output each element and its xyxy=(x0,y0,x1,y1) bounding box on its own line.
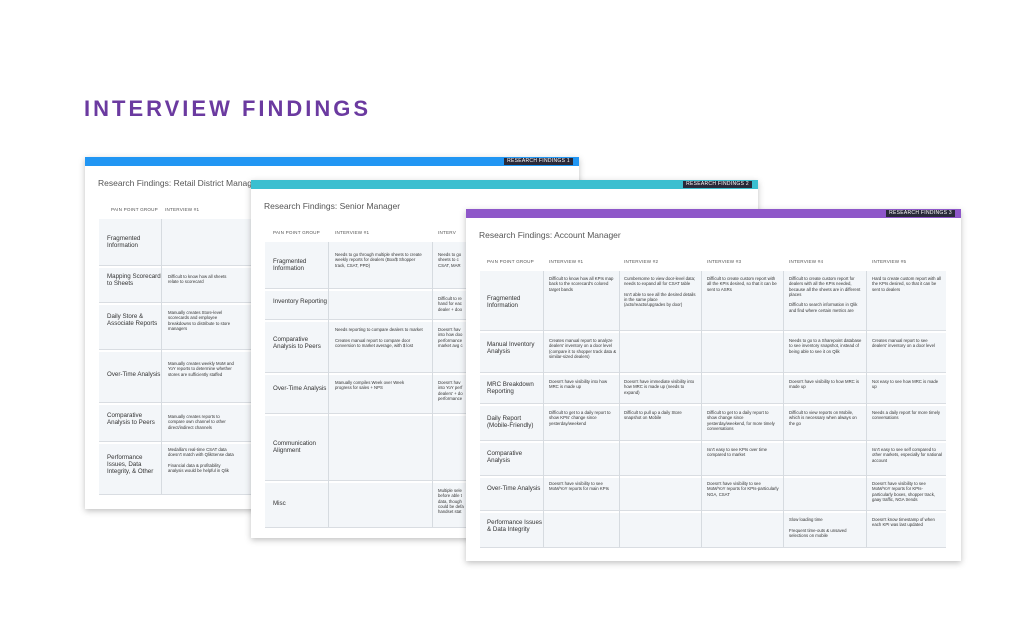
table-cell: Creates manual report to analyze dealers… xyxy=(549,338,617,359)
table-row xyxy=(480,375,946,404)
table-cell: Manually creates reports to compare own … xyxy=(168,414,226,430)
findings-table: PAIN POINT GROUP INTERVIEW #1 INTERVIEW … xyxy=(466,209,961,561)
column-header: INTERVIEW #3 xyxy=(707,259,742,264)
table-cell: Difficult to get to a daily report to sh… xyxy=(549,410,611,426)
row-label: Fragmented Information xyxy=(107,235,141,249)
table-cell: Doesn't have visibility to see MoM/YoY r… xyxy=(707,481,779,497)
column-divider xyxy=(432,242,433,527)
row-label: Inventory Reporting xyxy=(273,298,327,305)
column-header: INTERVIEW #2 xyxy=(624,259,659,264)
table-row xyxy=(480,271,946,331)
column-header: INTERV xyxy=(438,230,456,235)
table-cell: Doesn't have immediate visibility into h… xyxy=(624,379,695,395)
row-label: Over-Time Analysis xyxy=(107,371,161,378)
row-label: Communication Alignment xyxy=(273,440,316,454)
row-label: Comparative Analysis xyxy=(487,450,523,464)
table-row xyxy=(480,406,946,441)
table-cell: Manually compiles Week over Week progres… xyxy=(335,380,405,391)
table-row xyxy=(480,478,946,511)
table-cell: Difficult to know how all sheets relate … xyxy=(168,274,227,285)
table-cell: Doesn't have visibility to see MoM/YoY r… xyxy=(872,481,936,502)
table-row xyxy=(480,443,946,476)
row-label: Fragmented Information xyxy=(273,258,307,272)
column-divider xyxy=(619,271,620,547)
column-header: PAIN POINT GROUP xyxy=(487,259,534,264)
table-cell: Doesn't hav into YoY perf dealers' + do … xyxy=(438,380,463,401)
table-cell: Needs reporting to compare dealers to ma… xyxy=(335,327,423,348)
column-header: INTERVIEW #5 xyxy=(872,259,907,264)
row-label: Performance Issues, Data Integrity, & Ot… xyxy=(107,454,154,475)
research-findings-badge: RESEARCH FINDINGS 1 xyxy=(504,158,573,165)
table-cell: Slow loading time Frequent time-outs & u… xyxy=(789,517,847,538)
card-header-bar: RESEARCH FINDINGS 1 xyxy=(85,157,579,166)
table-cell: Difficult to create custom report for de… xyxy=(789,276,861,313)
table-cell: Isn't easy to see KPIs over time compare… xyxy=(707,447,768,458)
row-label: Fragmented Information xyxy=(487,295,521,309)
row-label: MRC Breakdown Reporting xyxy=(487,381,534,395)
page-title: INTERVIEW FINDINGS xyxy=(84,96,372,121)
table-cell: Difficult to pull up a daily Store snaps… xyxy=(624,410,682,421)
table-cell: Doesn't know timestamp of when each KPI … xyxy=(872,517,935,528)
card-title: Research Findings: Retail District Manag… xyxy=(98,178,260,188)
research-findings-badge: RESEARCH FINDINGS 2 xyxy=(683,181,752,188)
row-label: Mapping Scorecard to Sheets xyxy=(107,273,161,287)
column-divider xyxy=(543,271,544,547)
card-header-bar: RESEARCH FINDINGS 3 xyxy=(466,209,961,218)
table-cell: Difficult to get to a daily report to sh… xyxy=(707,410,775,431)
table-cell: Medallia's real-time CSAT data doesn't m… xyxy=(168,447,234,474)
table-cell: Needs to go to a Sharepoint database to … xyxy=(789,338,862,354)
row-label: Daily Store & Associate Reports xyxy=(107,313,158,327)
row-label: Performance Issues & Data Integrity xyxy=(487,519,543,533)
column-header: INTERVIEW #1 xyxy=(549,259,584,264)
table-cell: Difficult to view reports on Mobile, whi… xyxy=(789,410,857,426)
table-cell: Needs to go sheets to c CSAT, MAR xyxy=(438,252,462,268)
column-header: INTERVIEW #1 xyxy=(165,207,200,212)
column-divider xyxy=(161,219,162,494)
table-cell: Hard to create custom report with all th… xyxy=(872,276,942,292)
card-header-bar: RESEARCH FINDINGS 2 xyxy=(251,180,758,189)
table-cell: Doesn't have visibility to see MoM/YoY r… xyxy=(549,481,609,492)
row-label: Comparative Analysis to Peers xyxy=(107,412,155,426)
table-cell: Doesn't have visibility into how MRC is … xyxy=(549,379,608,390)
research-card-account-manager: RESEARCH FINDINGS 3 Research Findings: A… xyxy=(466,209,961,561)
table-cell: Cumbersome to view door-level data; need… xyxy=(624,276,696,308)
row-label: Daily Report (Mobile-Friendly) xyxy=(487,415,534,429)
row-label: Manual Inventory Analysis xyxy=(487,341,535,355)
column-header: INTERVIEW #1 xyxy=(335,230,370,235)
row-label: Over-Time Analysis xyxy=(273,385,327,392)
table-row xyxy=(480,513,946,548)
table-row xyxy=(480,333,946,373)
column-header: PAIN POINT GROUP xyxy=(273,230,320,235)
table-cell: Isn't easy to see self compared to other… xyxy=(872,447,942,463)
row-label: Comparative Analysis to Peers xyxy=(273,336,321,350)
table-cell: Manually creates Store-level scorecards … xyxy=(168,310,231,331)
card-title: Research Findings: Account Manager xyxy=(479,230,621,240)
table-cell: Doesn't have visibility to how MRC is ma… xyxy=(789,379,860,390)
column-divider xyxy=(701,271,702,547)
column-divider xyxy=(328,242,329,527)
table-cell: Manually creates weekly MoM and YoY repo… xyxy=(168,361,234,377)
column-divider xyxy=(866,271,867,547)
table-cell: Difficult to create custom report with a… xyxy=(707,276,777,292)
table-cell: Creates manual report to see dealers' in… xyxy=(872,338,935,349)
column-divider xyxy=(783,271,784,547)
row-label: Misc xyxy=(273,500,286,507)
row-label: Over-Time Analysis xyxy=(487,485,541,492)
table-cell: Needs a daily report for more timely con… xyxy=(872,410,941,421)
table-cell: Multiple sele before able t data, though… xyxy=(438,488,464,515)
table-cell: Not easy to see how MRC is made up xyxy=(872,379,939,390)
table-cell: Difficult to re hand for eac dealer + do… xyxy=(438,296,463,312)
table-cell: Doesn't hav into how doo performance mar… xyxy=(438,327,463,348)
card-title: Research Findings: Senior Manager xyxy=(264,201,401,211)
table-cell: Difficult to know how all KPIs map back … xyxy=(549,276,614,292)
research-findings-badge: RESEARCH FINDINGS 3 xyxy=(886,210,955,217)
column-header: INTERVIEW #4 xyxy=(789,259,824,264)
column-header: PAIN POINT GROUP xyxy=(111,207,158,212)
table-cell: Needs to go through multiple sheets to c… xyxy=(335,252,422,268)
